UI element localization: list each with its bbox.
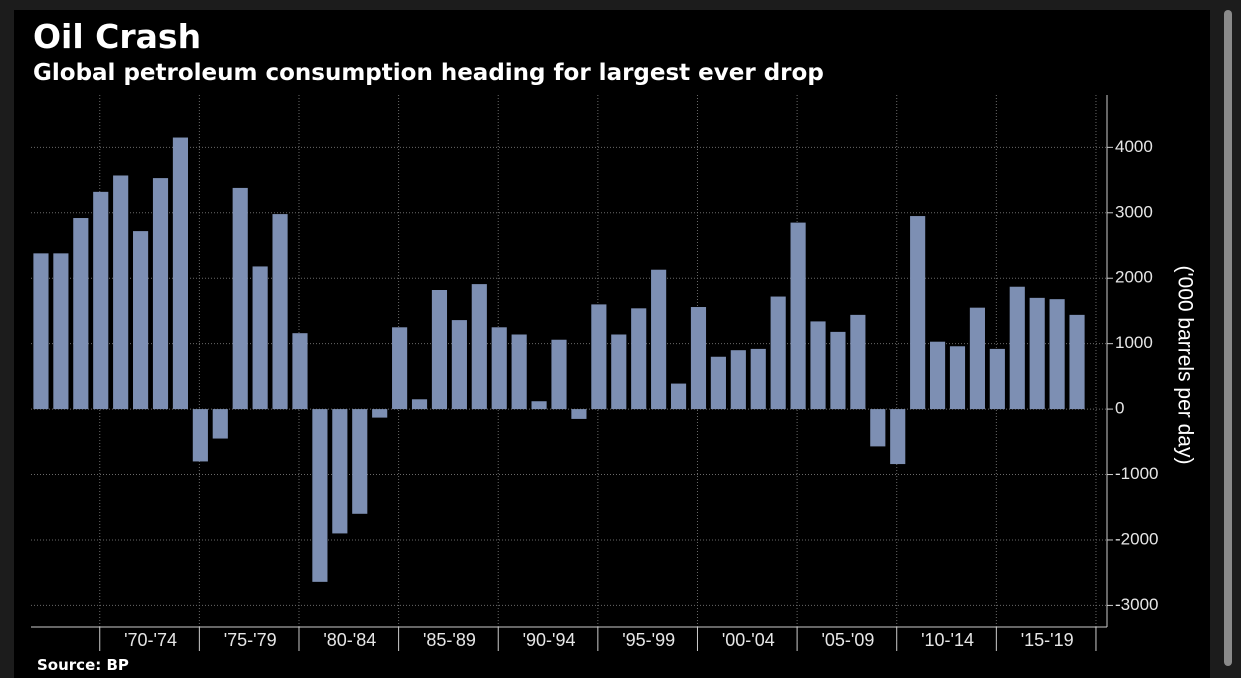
bar xyxy=(93,191,109,410)
bar xyxy=(830,331,846,410)
bar xyxy=(929,341,946,410)
bar xyxy=(1029,297,1045,410)
bar xyxy=(172,137,189,410)
bar xyxy=(372,409,388,418)
x-group-label: '10-'14 xyxy=(921,630,974,650)
y-tick-label: 0 xyxy=(1115,399,1124,418)
x-group-label: '05-'09 xyxy=(821,630,874,650)
bar xyxy=(491,327,507,410)
bar xyxy=(611,334,627,410)
y-tick-label: -3000 xyxy=(1115,595,1158,614)
y-tick-label: 3000 xyxy=(1115,202,1153,221)
bar xyxy=(511,334,527,410)
bar xyxy=(152,178,169,410)
chart-title: Oil Crash xyxy=(33,17,201,56)
bar xyxy=(790,222,806,410)
bar xyxy=(431,290,448,410)
bar xyxy=(133,231,149,410)
bar xyxy=(312,409,328,582)
bar xyxy=(690,307,707,410)
bar xyxy=(352,409,368,514)
bar xyxy=(212,409,228,439)
bar xyxy=(451,320,467,410)
bar xyxy=(53,253,69,410)
bar xyxy=(750,348,766,410)
bar xyxy=(850,314,866,410)
bar xyxy=(392,327,408,410)
bar xyxy=(1069,314,1085,410)
chart-subtitle: Global petroleum consumption heading for… xyxy=(33,60,824,86)
y-axis-label: ('000 barrels per day) xyxy=(1173,266,1196,465)
bar xyxy=(252,266,268,410)
bar xyxy=(411,399,428,410)
bar xyxy=(670,383,687,410)
bar xyxy=(531,401,547,410)
bar xyxy=(810,321,826,410)
y-tick-label: 2000 xyxy=(1115,268,1153,287)
x-group-label: '85-'89 xyxy=(423,630,476,650)
x-group-label: '70-'74 xyxy=(124,630,177,650)
bar xyxy=(551,339,567,410)
bar xyxy=(232,187,248,410)
y-tick-label: 4000 xyxy=(1115,137,1153,156)
bar xyxy=(910,216,926,410)
x-group-label: '75-'79 xyxy=(224,630,277,650)
y-tick-label: -2000 xyxy=(1115,529,1158,548)
bar xyxy=(73,218,89,410)
bar xyxy=(571,409,587,419)
bar xyxy=(591,304,607,410)
x-group-label: '90-'94 xyxy=(523,630,576,650)
bar xyxy=(1009,286,1025,410)
bar xyxy=(870,409,886,447)
x-group-label: '00-'04 xyxy=(722,630,775,650)
bar xyxy=(292,333,308,410)
bar xyxy=(989,348,1005,410)
bar xyxy=(113,175,129,410)
scrollbar xyxy=(1224,10,1232,666)
bar xyxy=(272,214,288,410)
bar xyxy=(471,284,487,410)
bar xyxy=(1049,299,1065,410)
x-group-label: '95-'99 xyxy=(622,630,675,650)
y-tick-label: 1000 xyxy=(1115,333,1153,352)
bar xyxy=(33,253,49,410)
x-group-label: '80-'84 xyxy=(323,630,376,650)
bar xyxy=(770,296,786,410)
bar xyxy=(192,409,208,462)
y-tick-label: -1000 xyxy=(1115,464,1158,483)
bar xyxy=(949,346,966,410)
bar xyxy=(969,307,985,410)
bar xyxy=(651,269,667,410)
x-group-label: '15-'19 xyxy=(1021,630,1074,650)
bar xyxy=(710,356,726,410)
bar xyxy=(890,409,906,465)
source-note: Source: BP xyxy=(37,656,129,674)
bar xyxy=(332,409,348,534)
bar xyxy=(730,350,746,410)
bar xyxy=(631,308,647,410)
